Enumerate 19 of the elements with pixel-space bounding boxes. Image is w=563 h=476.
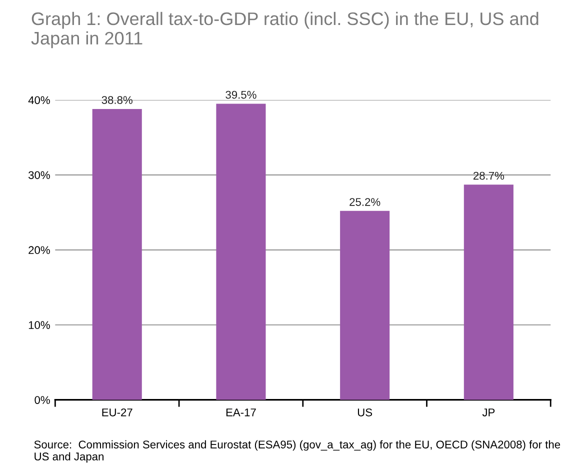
- data-label: 39.5%: [226, 90, 256, 99]
- x-tick-label: EA-17: [226, 408, 256, 416]
- source-note: Source: Commission Services and Eurostat (ESA95) (gov_a_tax_ag) for the EU, OECD (SNA2008) for the US and Japan: [34, 440, 560, 463]
- x-tick-label: US: [358, 408, 372, 416]
- bar: [340, 210, 390, 400]
- chart-title: Graph 1: Overall tax-to-GDP ratio (incl. SSC) in the EU, US and Japan in 2011: [31, 12, 538, 48]
- bar: [92, 108, 142, 400]
- y-tick-label: 20%: [28, 246, 50, 254]
- data-label: 25.2%: [350, 198, 380, 206]
- bar: [464, 184, 514, 400]
- data-label: 28.7%: [473, 172, 504, 180]
- y-tick-label: 30%: [28, 171, 50, 180]
- y-tick-label: 10%: [28, 321, 50, 330]
- y-tick-label: 0%: [34, 396, 50, 404]
- x-tick-label: JP: [482, 408, 495, 416]
- bar: [216, 104, 266, 400]
- x-tick-label: EU-27: [102, 408, 132, 416]
- y-tick-label: 40%: [28, 96, 50, 104]
- data-label: 38.8%: [102, 96, 132, 104]
